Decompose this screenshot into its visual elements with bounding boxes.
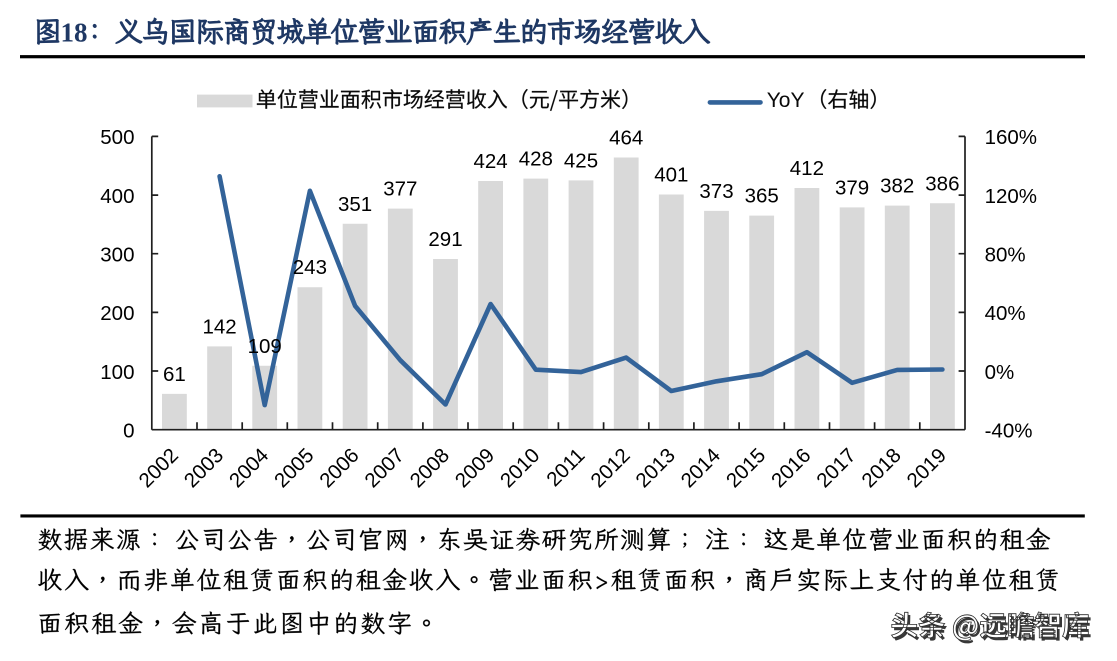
svg-text:100: 100 <box>100 361 134 384</box>
svg-text:428: 428 <box>519 148 553 171</box>
svg-text:160%: 160% <box>985 126 1037 149</box>
svg-text:YoY: YoY <box>767 89 805 112</box>
svg-text:351: 351 <box>338 193 372 216</box>
svg-text:-40%: -40% <box>985 420 1033 443</box>
svg-text:120%: 120% <box>985 185 1037 208</box>
svg-text:365: 365 <box>745 185 779 208</box>
svg-text:61: 61 <box>163 363 186 386</box>
svg-text:386: 386 <box>925 172 959 195</box>
svg-text:0%: 0% <box>985 361 1015 384</box>
svg-text:142: 142 <box>202 315 236 338</box>
svg-text:379: 379 <box>835 176 869 199</box>
svg-text:382: 382 <box>880 175 914 198</box>
svg-text:0: 0 <box>123 420 134 443</box>
svg-text:109: 109 <box>248 335 282 358</box>
svg-text:373: 373 <box>699 180 733 203</box>
svg-text:464: 464 <box>609 127 643 150</box>
svg-text:412: 412 <box>790 157 824 180</box>
svg-text:80%: 80% <box>985 244 1026 267</box>
svg-text:425: 425 <box>564 149 598 172</box>
svg-text:40%: 40% <box>985 302 1026 325</box>
svg-text:401: 401 <box>654 164 688 187</box>
svg-text:200: 200 <box>100 302 134 325</box>
svg-text:291: 291 <box>428 228 462 251</box>
svg-text:243: 243 <box>293 256 327 279</box>
svg-text:500: 500 <box>100 126 134 149</box>
svg-text:18: 18 <box>61 18 88 48</box>
svg-text:424: 424 <box>473 150 507 173</box>
svg-text:400: 400 <box>100 185 134 208</box>
svg-text:377: 377 <box>383 178 417 201</box>
svg-text:300: 300 <box>100 244 134 267</box>
